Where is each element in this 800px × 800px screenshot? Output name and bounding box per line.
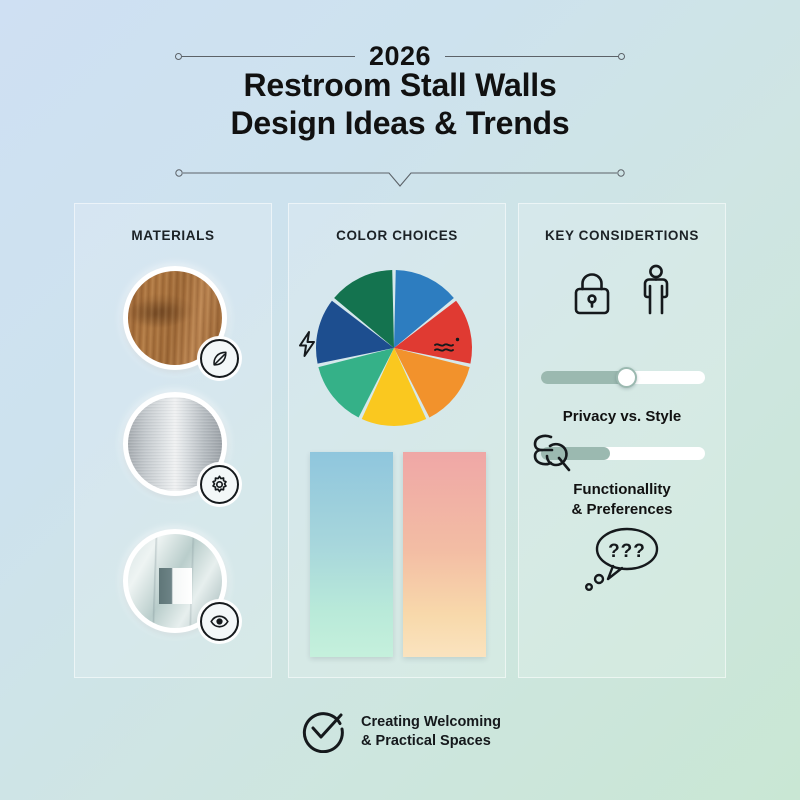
panel-key-considerations[interactable]: KEY CONSIDERTIONS <box>518 203 726 678</box>
footer-line-2: & Practical Spaces <box>361 732 491 749</box>
swatch-cool-gradient[interactable] <box>310 452 393 657</box>
glass-panel-detail <box>159 568 192 604</box>
eye-icon <box>200 602 239 641</box>
title-line-2: Design Ideas & Trends <box>230 105 570 141</box>
footer-line-1: Creating Welcoming <box>361 713 501 730</box>
thought-bubble-text: ??? <box>608 541 646 562</box>
divider-notch <box>175 168 625 188</box>
functionality-label-line-1: Functionallity <box>573 481 671 498</box>
header-bottom-divider <box>175 168 625 188</box>
page-title: Restroom Stall Walls Design Ideas & Tren… <box>0 66 800 142</box>
material-wood[interactable] <box>123 266 239 378</box>
title-line-1: Restroom Stall Walls <box>243 67 557 103</box>
water-waves-icon <box>433 336 463 363</box>
panel-color-choices-heading: COLOR CHOICES <box>336 228 458 243</box>
check-circle-icon <box>299 705 347 758</box>
wrench-icon <box>531 432 575 479</box>
divider-dot-right <box>618 53 626 60</box>
leaf-icon <box>200 339 239 378</box>
panels-row: MATERIALS <box>0 203 800 678</box>
slider-fill <box>541 371 627 384</box>
functionality-label: Functionallity & Preferences <box>519 480 725 520</box>
color-swatch-group <box>310 452 486 657</box>
lock-icon <box>571 270 613 321</box>
lightning-bolt-icon <box>295 330 319 363</box>
slider-knob[interactable] <box>616 367 638 388</box>
panel-key-considerations-heading: KEY CONSIDERTIONS <box>545 228 699 243</box>
header: 2026 Restroom Stall Walls Design Ideas &… <box>0 0 800 195</box>
functionality-slider[interactable] <box>541 447 705 460</box>
pie-slice-yellow[interactable] <box>361 348 427 426</box>
pie-slice-navy[interactable] <box>316 300 394 364</box>
privacy-style-label: Privacy vs. Style <box>562 408 682 425</box>
header-top-divider: 2026 <box>175 41 626 71</box>
panel-materials[interactable]: MATERIALS <box>74 203 272 678</box>
material-metal[interactable] <box>123 392 239 504</box>
divider-line-left <box>182 56 355 57</box>
divider-dot-left <box>175 53 182 60</box>
footer-tagline: Creating Welcoming & Practical Spaces <box>361 713 501 751</box>
pie-chart-svg <box>316 270 472 426</box>
functionality-label-line-2: & Preferences <box>571 501 673 518</box>
gear-icon <box>200 465 239 504</box>
footer: Creating Welcoming & Practical Spaces <box>0 705 800 758</box>
pie-slice-orange[interactable] <box>394 348 470 418</box>
slider-fill <box>541 447 610 460</box>
pie-slice-red[interactable] <box>394 300 472 364</box>
swatch-warm-gradient[interactable] <box>403 452 486 657</box>
material-glass[interactable] <box>123 529 239 641</box>
color-wheel-pie-chart[interactable] <box>308 266 488 436</box>
panel-materials-heading: MATERIALS <box>131 228 215 243</box>
thought-bubble-icon: ??? <box>519 524 725 596</box>
pie-slice-teal[interactable] <box>318 348 394 418</box>
divider-line-right <box>445 56 619 57</box>
pie-slice-dark-green[interactable] <box>334 270 394 348</box>
year-label: 2026 <box>368 41 432 71</box>
person-icon <box>639 264 673 321</box>
panel-color-choices[interactable]: COLOR CHOICES <box>288 203 506 678</box>
privacy-style-slider[interactable] <box>541 367 705 388</box>
pie-slice-blue[interactable] <box>394 270 454 348</box>
key-considerations-icon-row <box>519 264 725 321</box>
